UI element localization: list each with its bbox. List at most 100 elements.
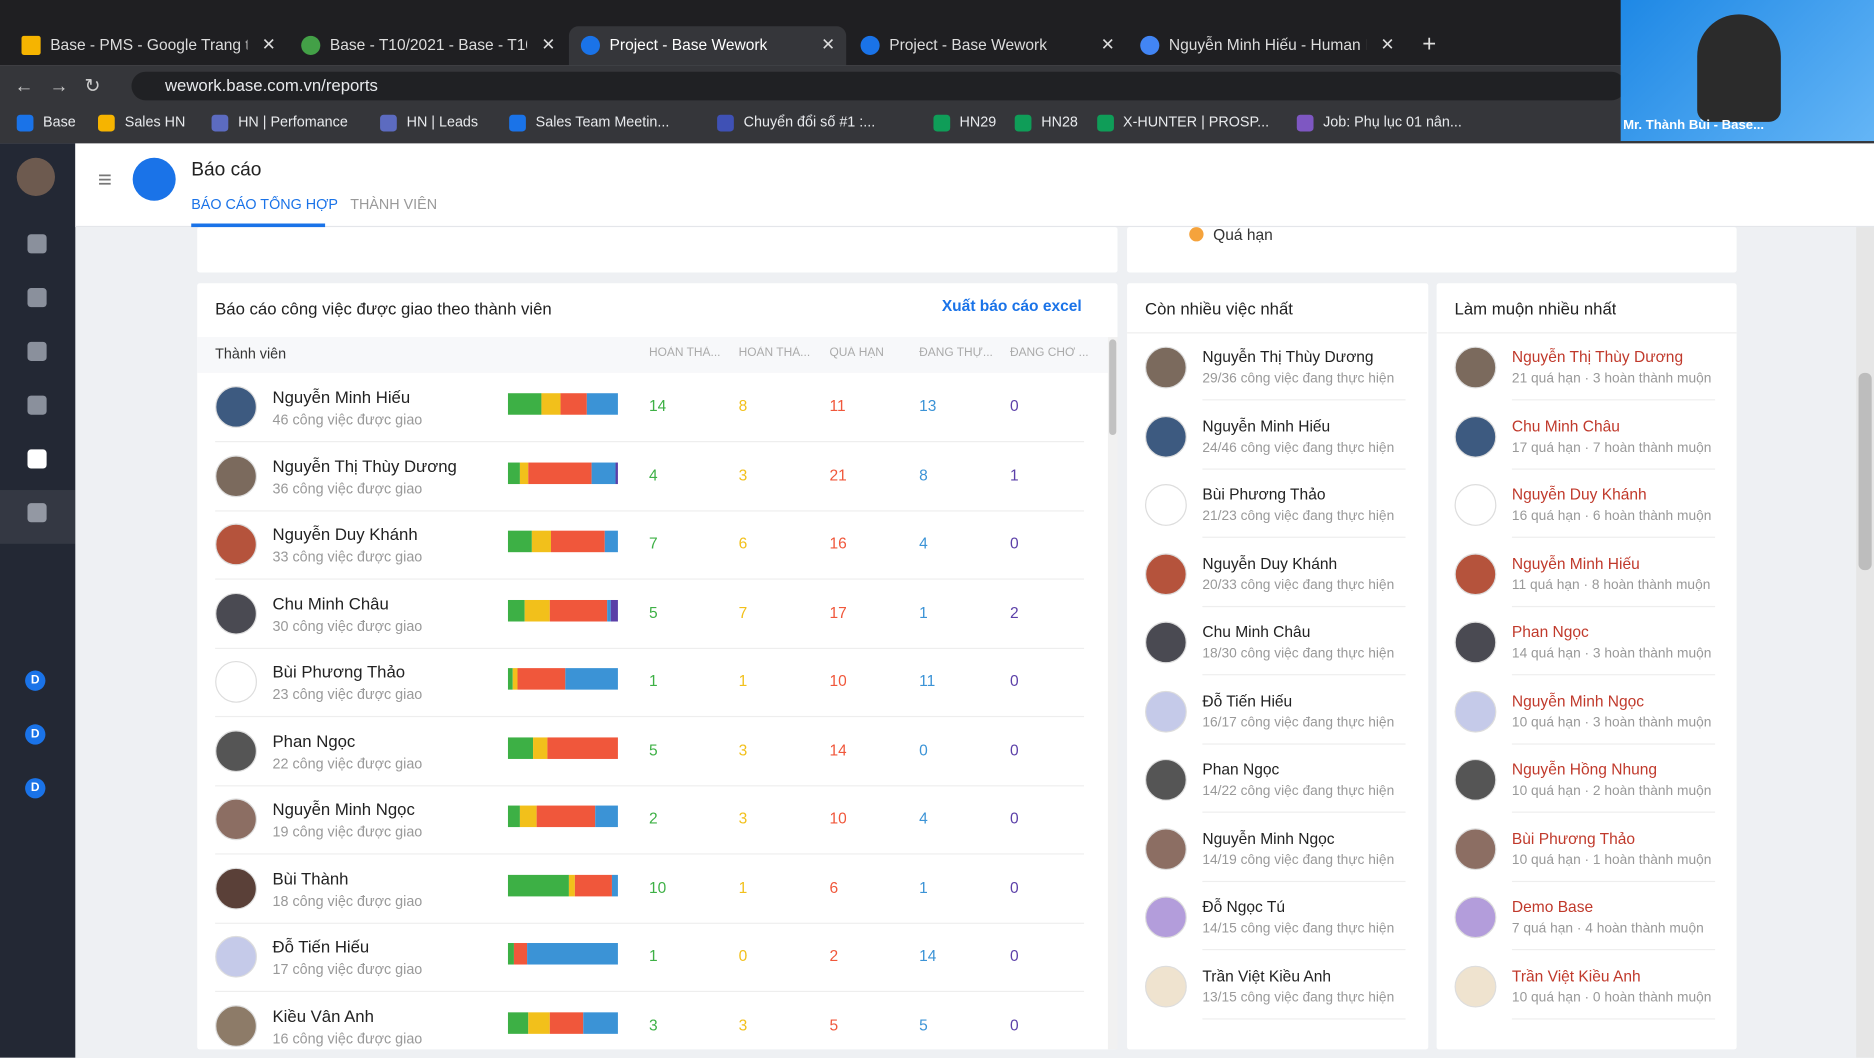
row-divider <box>1511 674 1716 676</box>
avatar <box>1145 552 1187 595</box>
avatar <box>1454 415 1497 458</box>
header-tab[interactable]: THÀNH VIÊN <box>350 196 438 213</box>
cell-value: 5 <box>648 740 658 759</box>
avatar <box>1454 965 1497 1007</box>
tab-close[interactable]: ✕ <box>1100 34 1115 54</box>
list-name[interactable]: Trần Việt Kiều Anh <box>1511 966 1641 985</box>
sidebar-icon[interactable] <box>27 449 47 469</box>
sidebar-icon[interactable] <box>27 503 47 523</box>
bookmark[interactable]: HN29 <box>959 113 997 131</box>
member-subtitle: 22 công việc được giao <box>272 754 423 772</box>
list-title-divider <box>1436 332 1737 334</box>
cell-value: 0 <box>1009 946 1019 965</box>
bookmark[interactable]: Sales Team Meetin... <box>535 113 670 131</box>
bookmark-icon <box>16 114 34 132</box>
sidebar-icon[interactable] <box>27 234 47 254</box>
bookmark[interactable]: Job: Phụ lục 01 nân... <box>1323 113 1462 131</box>
row-divider <box>215 922 1085 924</box>
list-name[interactable]: Nguyễn Minh Hiếu <box>1511 553 1640 572</box>
avatar <box>1145 896 1187 939</box>
bookmark[interactable]: Chuyển đổi số #1 :... <box>743 113 876 131</box>
cell-value: 3 <box>738 1015 748 1034</box>
list-name[interactable]: Demo Base <box>1511 897 1594 916</box>
cell-value: 10 <box>829 671 847 690</box>
avatar <box>215 454 257 497</box>
list-detail: 14/19 công việc đang thực hiện <box>1202 852 1395 868</box>
tab-close[interactable]: ✕ <box>821 34 836 54</box>
cell-value: 3 <box>738 740 748 759</box>
sidebar-space[interactable]: D <box>25 670 46 691</box>
bar-segment <box>611 599 618 621</box>
cell-value: 2 <box>648 809 658 828</box>
bar-segment <box>549 599 608 621</box>
bookmark[interactable]: HN | Perfomance <box>238 113 348 131</box>
header-tab[interactable]: BÁO CÁO TỔNG HỢP <box>191 196 338 213</box>
bookmark-icon <box>933 114 950 132</box>
list-name[interactable]: Phan Ngọc <box>1511 622 1589 641</box>
cell-value: 6 <box>829 877 839 896</box>
export-button[interactable]: Xuất báo cáo excel <box>941 296 1082 315</box>
bar-segment <box>536 805 595 828</box>
cell-value: 0 <box>738 946 748 965</box>
page-scroll-thumb[interactable] <box>1858 372 1872 571</box>
cell-value: 2 <box>1009 602 1019 621</box>
member-name: Đỗ Tiến Hiếu <box>272 937 370 957</box>
bookmark[interactable]: Sales HN <box>124 113 186 131</box>
avatar <box>1145 484 1187 526</box>
bookmark[interactable]: HN | Leads <box>406 113 479 131</box>
page-title: Báo cáo <box>191 160 262 181</box>
sidebar-avatar <box>16 157 55 197</box>
list-detail: 13/15 công việc đang thực hiện <box>1202 990 1395 1005</box>
list-name[interactable]: Chu Minh Châu <box>1511 416 1620 435</box>
bookmark[interactable]: HN28 <box>1041 113 1078 131</box>
nav-back[interactable]: ← → ↻ <box>14 76 101 97</box>
bar-segment <box>614 461 618 484</box>
list-name[interactable]: Bùi Phương Thảo <box>1511 828 1636 847</box>
sidebar-space[interactable]: D <box>25 724 46 745</box>
sidebar-icon[interactable] <box>27 341 47 361</box>
cell-value: 14 <box>648 396 667 415</box>
bar-segment <box>611 874 618 896</box>
new-tab[interactable]: + <box>1422 31 1437 58</box>
row-divider <box>1202 467 1406 470</box>
cell-value: 0 <box>1009 740 1019 759</box>
list-name[interactable]: Nguyễn Duy Khánh <box>1511 485 1647 504</box>
member-name: Nguyễn Minh Ngọc <box>272 799 415 819</box>
member-name: Bùi Phương Thảo <box>272 662 406 682</box>
list-detail: 7 quá hạn · 4 hoàn thành muộn <box>1511 921 1704 936</box>
sidebar-space[interactable]: D <box>25 778 46 799</box>
cell-value: 0 <box>1009 809 1019 828</box>
bookmark-icon <box>717 114 735 132</box>
table-scroll-thumb[interactable] <box>1109 339 1117 436</box>
avatar <box>1145 827 1187 870</box>
list-detail: 10 quá hạn · 1 hoàn thành muộn <box>1511 852 1712 868</box>
tab-title: Nguyễn Minh Hiếu - Human Res <box>1168 35 1366 54</box>
bookmark[interactable]: Base <box>43 113 76 131</box>
member-subtitle: 30 công việc được giao <box>272 617 423 635</box>
list-detail: 10 quá hạn · 2 hoàn thành muộn <box>1511 784 1712 799</box>
list-detail: 16 quá hạn · 6 hoàn thành muộn <box>1511 509 1712 524</box>
member-subtitle: 46 công việc được giao <box>272 411 423 428</box>
list-name[interactable]: Nguyễn Minh Ngọc <box>1511 691 1645 710</box>
sidebar-icon[interactable] <box>27 395 47 415</box>
sidebar-icon[interactable] <box>27 288 47 308</box>
tab-close[interactable]: ✕ <box>541 34 556 54</box>
bookmark[interactable]: X-HUNTER | PROSP... <box>1123 113 1270 131</box>
column-header: ĐANG CHỜ ... <box>1009 346 1089 360</box>
list-name[interactable]: Nguyễn Thị Thùy Dương <box>1511 347 1684 366</box>
list-name[interactable]: Nguyễn Hồng Nhung <box>1511 760 1658 779</box>
cell-value: 0 <box>1009 396 1019 415</box>
menu-icon[interactable]: ≡ <box>98 167 112 194</box>
tab-close[interactable]: ✕ <box>1380 34 1395 54</box>
tab[interactable] <box>568 26 847 66</box>
cell-value: 5 <box>648 602 658 621</box>
bar-segment <box>507 805 520 828</box>
bookmark-icon <box>1096 114 1114 132</box>
bar-segment <box>507 668 513 690</box>
avatar <box>1454 896 1497 939</box>
address-bar[interactable] <box>131 71 1626 101</box>
header-tab-underline <box>191 223 326 228</box>
avatar <box>1145 690 1187 733</box>
avatar <box>215 729 257 772</box>
tab-close[interactable]: ✕ <box>261 34 276 54</box>
